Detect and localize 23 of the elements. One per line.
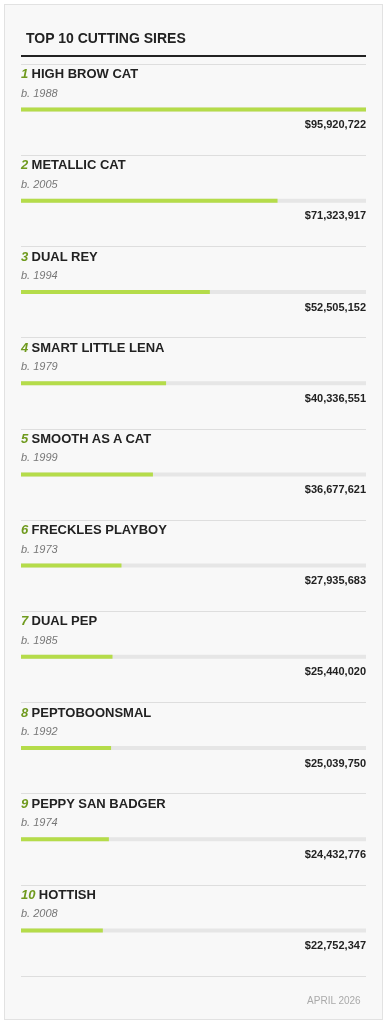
data-label: $36,677,621 (304, 482, 366, 495)
data-label: $27,935,683 (304, 574, 366, 587)
data-label: $25,440,020 (304, 665, 366, 678)
data-label: $52,505,152 (304, 300, 366, 313)
bar (21, 928, 103, 933)
text: APRIL 2026 (307, 994, 362, 1006)
y-tick-label: 8 PEPTOBOONSMAL b. 1992 (21, 704, 152, 737)
y-tick-label: 4 SMART LITTLE LENA b. 1979 (20, 339, 166, 373)
y-tick-label: 3 DUAL REY b. 1994 (21, 248, 99, 281)
y-tick-label: 10 HOTTISH b. 2008 (21, 886, 96, 920)
data-label: $22,752,347 (304, 938, 366, 951)
data-label: $95,920,722 (304, 118, 366, 131)
data-label: $24,432,776 (304, 847, 366, 860)
y-tick-label: 6 FRECKLES PLAYBOY b. 1973 (21, 522, 168, 555)
y-tick-label: 7 DUAL PEP b. 1985 (21, 613, 98, 646)
y-tick-label: 2 METALLIC CAT b. 2005 (20, 157, 126, 190)
data-label: $71,323,917 (304, 209, 366, 222)
y-tick-label: 1 HIGH BROW CAT b. 1988 (21, 66, 139, 99)
data-label: $40,336,551 (304, 391, 366, 404)
chart-title: TOP 10 CUTTING SIRES (26, 30, 186, 46)
y-tick-label: 5 SMOOTH AS A CAT b. 1999 (21, 430, 152, 464)
y-tick-label: 9 PEPPY SAN BADGER b. 1974 (21, 795, 167, 829)
data-label: $25,039,750 (304, 756, 366, 769)
